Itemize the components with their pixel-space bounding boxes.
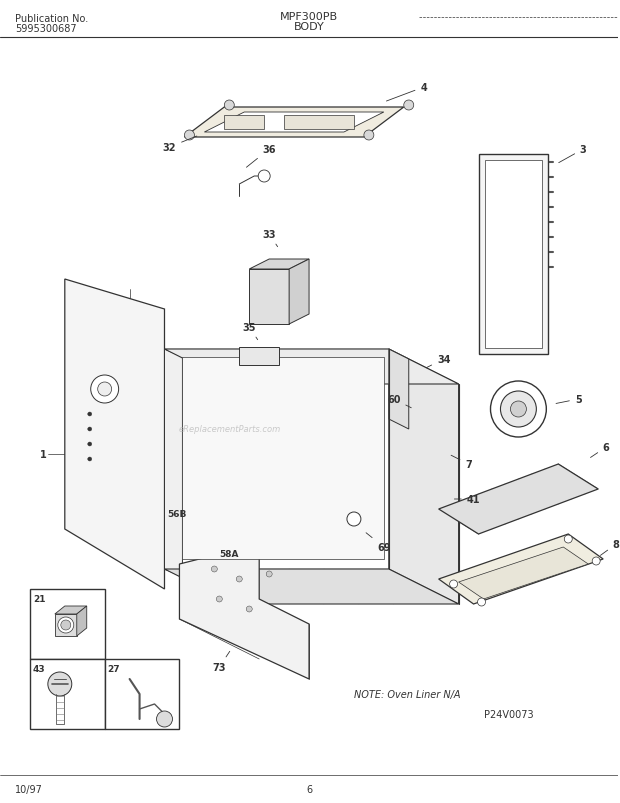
Polygon shape	[284, 116, 354, 130]
Circle shape	[184, 131, 195, 141]
Text: 6: 6	[306, 784, 312, 794]
Polygon shape	[164, 349, 182, 577]
Polygon shape	[439, 464, 598, 534]
Text: BODY: BODY	[294, 22, 324, 32]
Text: 43: 43	[33, 664, 45, 673]
Circle shape	[404, 101, 414, 111]
Text: 32: 32	[162, 137, 197, 153]
Text: 60: 60	[387, 394, 411, 408]
Polygon shape	[164, 349, 459, 385]
Circle shape	[564, 536, 572, 544]
Circle shape	[88, 442, 92, 446]
Circle shape	[347, 512, 361, 526]
Text: 35: 35	[242, 323, 258, 340]
Polygon shape	[105, 659, 179, 729]
Polygon shape	[239, 348, 279, 365]
Circle shape	[500, 392, 536, 427]
Text: 69: 69	[366, 533, 391, 552]
Polygon shape	[30, 589, 105, 659]
Text: 3: 3	[559, 145, 587, 164]
Polygon shape	[55, 606, 87, 614]
Circle shape	[510, 402, 526, 418]
Circle shape	[88, 427, 92, 431]
Text: 27: 27	[108, 664, 120, 673]
Text: 34: 34	[426, 355, 450, 369]
Circle shape	[592, 557, 600, 565]
Polygon shape	[459, 548, 588, 599]
Polygon shape	[30, 659, 105, 729]
Text: 41: 41	[454, 495, 480, 504]
Text: P24V0073: P24V0073	[484, 709, 533, 719]
Circle shape	[236, 577, 242, 582]
Polygon shape	[439, 534, 603, 604]
Text: eReplacementParts.com: eReplacementParts.com	[178, 425, 280, 434]
Polygon shape	[179, 544, 309, 679]
Circle shape	[61, 620, 71, 630]
Polygon shape	[479, 155, 548, 355]
Circle shape	[477, 598, 485, 606]
Text: 58A: 58A	[219, 550, 239, 559]
Circle shape	[156, 711, 172, 727]
Polygon shape	[55, 614, 77, 636]
Circle shape	[266, 571, 272, 577]
Circle shape	[450, 581, 458, 589]
Circle shape	[490, 381, 546, 438]
Circle shape	[88, 458, 92, 462]
Circle shape	[48, 672, 72, 696]
Circle shape	[211, 566, 218, 573]
Circle shape	[216, 597, 223, 602]
Text: 36: 36	[246, 145, 276, 168]
Text: 4: 4	[386, 83, 427, 102]
Polygon shape	[65, 279, 164, 589]
Circle shape	[88, 413, 92, 417]
Text: 10/97: 10/97	[15, 784, 43, 794]
Polygon shape	[389, 349, 409, 430]
Text: 5: 5	[556, 394, 582, 405]
Text: MPF300PB: MPF300PB	[280, 12, 338, 22]
Polygon shape	[249, 270, 289, 324]
Polygon shape	[289, 259, 309, 324]
Circle shape	[258, 171, 270, 183]
Polygon shape	[164, 569, 459, 604]
Polygon shape	[389, 349, 459, 604]
Text: 1: 1	[40, 450, 46, 459]
Polygon shape	[205, 113, 384, 132]
Circle shape	[58, 618, 74, 634]
Circle shape	[364, 131, 374, 141]
Circle shape	[246, 606, 252, 612]
Text: 8: 8	[600, 540, 619, 556]
Text: 5995300687: 5995300687	[15, 24, 77, 34]
Circle shape	[224, 101, 234, 111]
Polygon shape	[182, 357, 384, 560]
Text: NOTE: Oven Liner N/A: NOTE: Oven Liner N/A	[354, 689, 461, 699]
Polygon shape	[184, 108, 404, 138]
Circle shape	[91, 376, 118, 403]
Text: 73: 73	[213, 651, 230, 672]
Polygon shape	[249, 259, 309, 270]
Polygon shape	[224, 116, 264, 130]
Text: 7: 7	[451, 455, 472, 470]
Circle shape	[98, 382, 112, 397]
Text: Publication No.: Publication No.	[15, 14, 88, 24]
Text: 33: 33	[262, 230, 278, 247]
Text: 21: 21	[33, 594, 45, 603]
Text: 56B: 56B	[167, 510, 187, 519]
Polygon shape	[484, 161, 542, 349]
Polygon shape	[77, 606, 87, 636]
Text: 6: 6	[590, 442, 609, 458]
